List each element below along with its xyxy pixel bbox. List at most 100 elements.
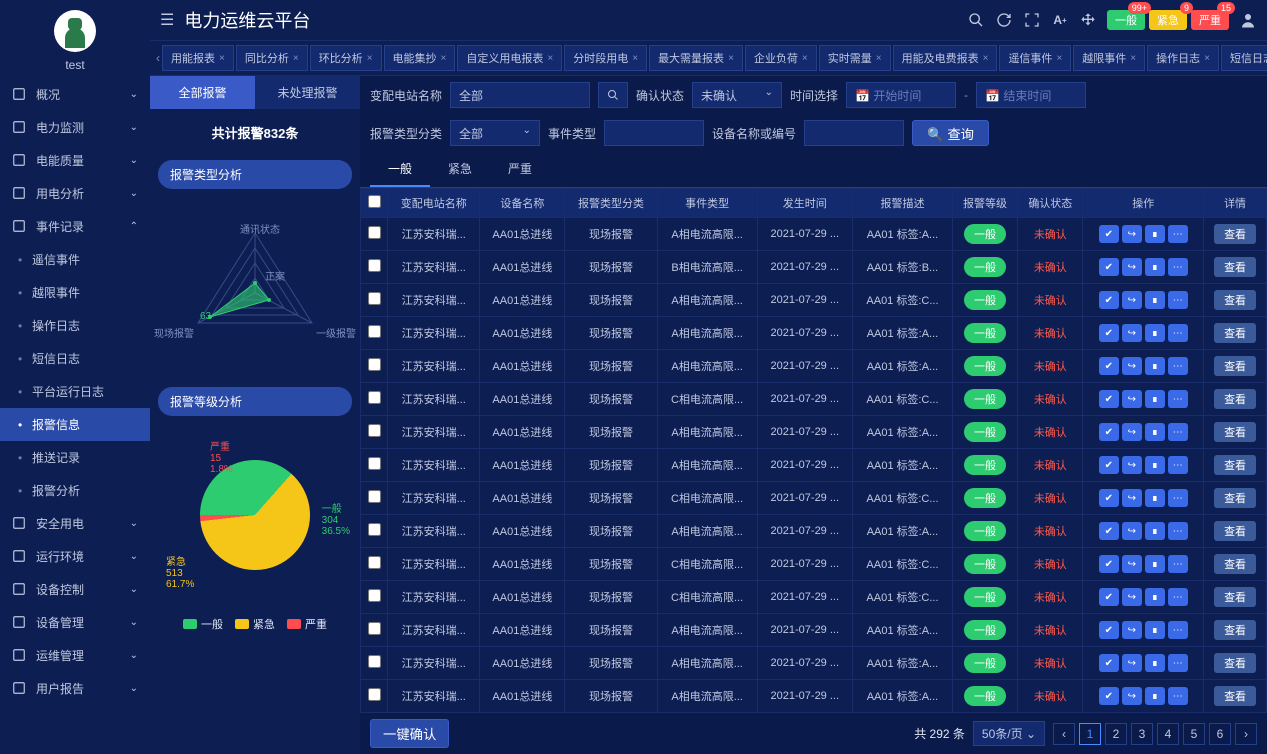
- video-icon[interactable]: ∎: [1145, 456, 1165, 474]
- avatar[interactable]: [54, 10, 96, 52]
- confirm-icon[interactable]: ✔: [1099, 324, 1119, 342]
- row-checkbox[interactable]: [368, 655, 381, 668]
- severity-badge-严重[interactable]: 严重15: [1191, 10, 1229, 30]
- close-icon[interactable]: ×: [802, 53, 808, 64]
- forward-icon[interactable]: ↪: [1122, 654, 1142, 672]
- tab-操作日志[interactable]: 操作日志 ×: [1147, 45, 1219, 71]
- close-icon[interactable]: ×: [876, 53, 882, 64]
- forward-icon[interactable]: ↪: [1122, 390, 1142, 408]
- view-button[interactable]: 查看: [1214, 257, 1256, 277]
- font-icon[interactable]: A+: [1051, 11, 1069, 29]
- forward-icon[interactable]: ↪: [1122, 588, 1142, 606]
- view-button[interactable]: 查看: [1214, 488, 1256, 508]
- row-checkbox[interactable]: [368, 325, 381, 338]
- confirm-icon[interactable]: ✔: [1099, 588, 1119, 606]
- severity-badge-紧急[interactable]: 紧急9: [1149, 10, 1187, 30]
- video-icon[interactable]: ∎: [1145, 390, 1165, 408]
- close-icon[interactable]: ×: [293, 53, 299, 64]
- sidebar-item-事件记录[interactable]: 事件记录⌃: [0, 210, 150, 243]
- tab-分时段用电[interactable]: 分时段用电 ×: [564, 45, 647, 71]
- lp-tab-全部报警[interactable]: 全部报警: [150, 76, 255, 109]
- sidebar-subitem-报警分析[interactable]: 报警分析: [0, 474, 150, 507]
- confirm-all-button[interactable]: 一键确认: [370, 719, 449, 748]
- hamburger-icon[interactable]: ☰: [160, 10, 174, 30]
- severity-tab-严重[interactable]: 严重: [490, 152, 550, 187]
- page-3[interactable]: 3: [1131, 723, 1153, 745]
- close-icon[interactable]: ×: [728, 53, 734, 64]
- page-4[interactable]: 4: [1157, 723, 1179, 745]
- confirm-icon[interactable]: ✔: [1099, 555, 1119, 573]
- view-button[interactable]: 查看: [1214, 224, 1256, 244]
- forward-icon[interactable]: ↪: [1122, 423, 1142, 441]
- row-checkbox[interactable]: [368, 358, 381, 371]
- view-button[interactable]: 查看: [1214, 653, 1256, 673]
- select-all-checkbox[interactable]: [368, 195, 381, 208]
- video-icon[interactable]: ∎: [1145, 555, 1165, 573]
- more-icon[interactable]: ⋯: [1168, 291, 1188, 309]
- view-button[interactable]: 查看: [1214, 554, 1256, 574]
- video-icon[interactable]: ∎: [1145, 489, 1165, 507]
- sidebar-subitem-平台运行日志[interactable]: 平台运行日志: [0, 375, 150, 408]
- video-icon[interactable]: ∎: [1145, 687, 1165, 705]
- video-icon[interactable]: ∎: [1145, 225, 1165, 243]
- video-icon[interactable]: ∎: [1145, 357, 1165, 375]
- tab-同比分析[interactable]: 同比分析 ×: [236, 45, 308, 71]
- close-icon[interactable]: ×: [1056, 53, 1062, 64]
- forward-icon[interactable]: ↪: [1122, 489, 1142, 507]
- forward-icon[interactable]: ↪: [1122, 555, 1142, 573]
- close-icon[interactable]: ×: [1204, 53, 1210, 64]
- forward-icon[interactable]: ↪: [1122, 324, 1142, 342]
- sidebar-subitem-短信日志[interactable]: 短信日志: [0, 342, 150, 375]
- video-icon[interactable]: ∎: [1145, 324, 1165, 342]
- close-icon[interactable]: ×: [547, 53, 553, 64]
- type-select[interactable]: 全部⌄: [450, 120, 540, 146]
- page-size-select[interactable]: 50条/页 ⌄: [973, 721, 1045, 746]
- severity-tab-紧急[interactable]: 紧急: [430, 152, 490, 187]
- view-button[interactable]: 查看: [1214, 455, 1256, 475]
- forward-icon[interactable]: ↪: [1122, 291, 1142, 309]
- sidebar-item-设备控制[interactable]: 设备控制⌄: [0, 573, 150, 606]
- sidebar-item-运行环境[interactable]: 运行环境⌄: [0, 540, 150, 573]
- row-checkbox[interactable]: [368, 556, 381, 569]
- view-button[interactable]: 查看: [1214, 356, 1256, 376]
- page-5[interactable]: 5: [1183, 723, 1205, 745]
- video-icon[interactable]: ∎: [1145, 258, 1165, 276]
- station-search-button[interactable]: [598, 82, 628, 108]
- sidebar-item-用户报告[interactable]: 用户报告⌄: [0, 672, 150, 705]
- tab-实时需量[interactable]: 实时需量 ×: [819, 45, 891, 71]
- confirm-icon[interactable]: ✔: [1099, 621, 1119, 639]
- sidebar-item-设备管理[interactable]: 设备管理⌄: [0, 606, 150, 639]
- video-icon[interactable]: ∎: [1145, 621, 1165, 639]
- forward-icon[interactable]: ↪: [1122, 456, 1142, 474]
- more-icon[interactable]: ⋯: [1168, 225, 1188, 243]
- row-checkbox[interactable]: [368, 589, 381, 602]
- severity-badge-一般[interactable]: 一般99+: [1107, 10, 1145, 30]
- sidebar-item-用电分析[interactable]: 用电分析⌄: [0, 177, 150, 210]
- more-icon[interactable]: ⋯: [1168, 357, 1188, 375]
- page-6[interactable]: 6: [1209, 723, 1231, 745]
- sidebar-subitem-报警信息[interactable]: 报警信息: [0, 408, 150, 441]
- view-button[interactable]: 查看: [1214, 290, 1256, 310]
- tab-环比分析[interactable]: 环比分析 ×: [310, 45, 382, 71]
- view-button[interactable]: 查看: [1214, 389, 1256, 409]
- forward-icon[interactable]: ↪: [1122, 225, 1142, 243]
- more-icon[interactable]: ⋯: [1168, 522, 1188, 540]
- video-icon[interactable]: ∎: [1145, 654, 1165, 672]
- more-icon[interactable]: ⋯: [1168, 687, 1188, 705]
- sidebar-subitem-操作日志[interactable]: 操作日志: [0, 309, 150, 342]
- row-checkbox[interactable]: [368, 424, 381, 437]
- row-checkbox[interactable]: [368, 622, 381, 635]
- tab-企业负荷[interactable]: 企业负荷 ×: [745, 45, 817, 71]
- pager-prev[interactable]: ‹: [1053, 723, 1075, 745]
- tab-电能集抄[interactable]: 电能集抄 ×: [384, 45, 456, 71]
- query-button[interactable]: 🔍 查询: [912, 120, 989, 146]
- row-checkbox[interactable]: [368, 688, 381, 701]
- pager-next[interactable]: ›: [1235, 723, 1257, 745]
- row-checkbox[interactable]: [368, 523, 381, 536]
- more-icon[interactable]: ⋯: [1168, 588, 1188, 606]
- confirm-icon[interactable]: ✔: [1099, 225, 1119, 243]
- search-icon[interactable]: [967, 11, 985, 29]
- close-icon[interactable]: ×: [367, 53, 373, 64]
- station-select[interactable]: 全部: [450, 82, 590, 108]
- sidebar-item-安全用电[interactable]: 安全用电⌄: [0, 507, 150, 540]
